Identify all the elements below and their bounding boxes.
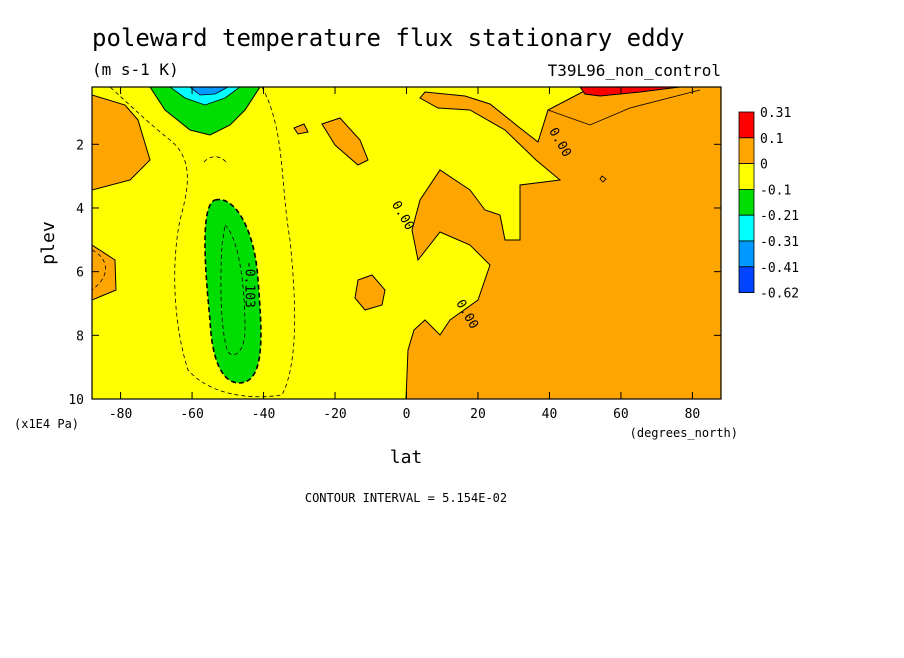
contour-positive-nh	[547, 89, 701, 126]
y-tick-label: 2	[76, 138, 84, 153]
x-tick-label: 80	[685, 407, 701, 422]
x-tick-label: 0	[403, 407, 411, 422]
x-tick-label: 60	[613, 407, 629, 422]
region-moderate-negative-ellipse	[204, 198, 262, 384]
dataset-label: T39L96_non_control	[548, 61, 721, 80]
y-units-label: (x1E4 Pa)	[14, 417, 79, 431]
contour-label: -0.103	[242, 261, 257, 308]
colorbar-label: -0.31	[760, 235, 799, 250]
colorbar-swatch	[738, 137, 755, 165]
region-strong-negative-cyan	[169, 87, 241, 106]
colorbar-swatch	[738, 240, 755, 268]
x-tick-label: -20	[323, 407, 346, 422]
colorbar-swatch	[738, 188, 755, 216]
contour-interval-note: CONTOUR INTERVAL = 5.154E-02	[305, 491, 507, 505]
x-tick-label: -40	[252, 407, 275, 422]
colorbar-swatch	[738, 266, 755, 293]
region-high-positive	[579, 87, 681, 97]
contour-dashed-gap	[203, 156, 227, 163]
colorbar-label: 0.31	[760, 106, 791, 121]
colorbar-swatch	[738, 163, 755, 190]
x-axis-label: lat	[390, 447, 423, 468]
colorbar: 0.31 0.1 0 -0.1 -0.21 -0.31 -0.41 -0.62	[738, 106, 799, 302]
contour-dashed-inner-sh	[220, 224, 246, 356]
region-positive-patch-upper	[321, 117, 369, 166]
filled-contours	[92, 87, 721, 399]
region-moderate-negative-upper	[149, 87, 261, 136]
x-tick-label: 20	[470, 407, 486, 422]
y-tick-label: 6	[76, 266, 84, 281]
colorbar-label: -0.62	[760, 287, 799, 302]
region-positive-island-sh	[354, 274, 386, 311]
chart-title: poleward temperature flux stationary edd…	[92, 24, 684, 52]
contour-positive-dot-nh	[599, 175, 607, 183]
x-axis: -80 -60 -40 -20 0 20 40 60 80	[109, 87, 700, 422]
colorbar-label: -0.21	[760, 209, 799, 224]
x-tick-label: -80	[109, 407, 132, 422]
region-strong-negative-blue	[189, 87, 229, 96]
y-tick-label: 8	[76, 329, 84, 344]
region-positive-dot	[293, 123, 309, 135]
x-tick-label: -60	[180, 407, 203, 422]
y-axis: 2 4 6 8 10	[68, 138, 721, 408]
colorbar-swatch	[738, 111, 755, 139]
colorbar-label: -0.1	[760, 183, 791, 198]
y-tick-label: 10	[68, 393, 84, 408]
x-tick-label: 40	[542, 407, 558, 422]
y-tick-label: 4	[76, 202, 84, 217]
colorbar-label: 0.1	[760, 132, 783, 147]
colorbar-swatch	[738, 214, 755, 242]
x-units-label: (degrees_north)	[630, 426, 738, 440]
colorbar-label: 0	[760, 158, 768, 173]
y-axis-label: plev	[38, 221, 59, 264]
colorbar-label: -0.41	[760, 261, 799, 276]
units-label: (m s-1 K)	[92, 60, 179, 79]
contour-dashed-edge	[92, 249, 106, 291]
contour-dashed-outer-sh	[109, 87, 296, 398]
